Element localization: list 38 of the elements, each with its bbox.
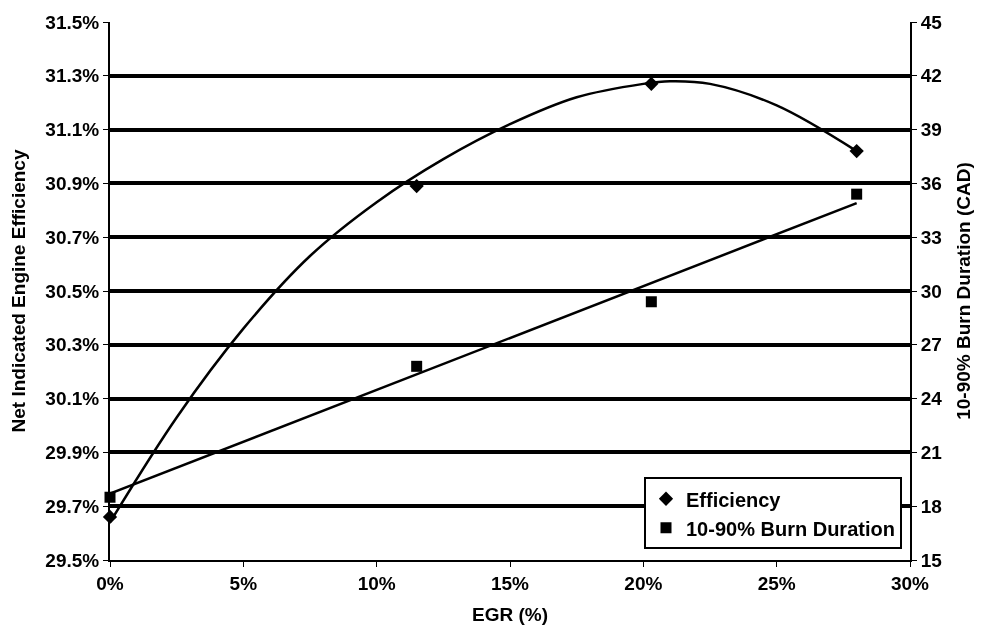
y-tick-label: 30.9% bbox=[45, 173, 100, 195]
x-tick-label: 15% bbox=[490, 572, 530, 594]
y2-tick-label: 27 bbox=[920, 334, 942, 356]
x-tick-label: 30% bbox=[890, 572, 930, 594]
legend-label: Efficiency bbox=[686, 488, 782, 511]
point bbox=[851, 188, 863, 200]
y-tick-label: 30.1% bbox=[45, 388, 100, 410]
y2-tick-label: 45 bbox=[920, 11, 943, 33]
point bbox=[645, 296, 657, 308]
y2-tick-label: 18 bbox=[920, 495, 942, 517]
y-tick-label: 31.1% bbox=[45, 119, 100, 141]
y2-tick-label: 39 bbox=[920, 119, 942, 141]
y-tick-label: 31.5% bbox=[45, 11, 100, 33]
y2-tick-label: 24 bbox=[920, 388, 943, 410]
y-tick-label: 30.3% bbox=[45, 334, 100, 356]
y2-axis-title: 10-90% Burn Duration (CAD) bbox=[952, 162, 974, 420]
y-tick-label: 29.5% bbox=[45, 549, 100, 571]
x-tick-label: 0% bbox=[96, 572, 124, 594]
y2-tick-label: 15 bbox=[920, 549, 943, 571]
point bbox=[409, 178, 424, 194]
y-tick-label: 31.3% bbox=[45, 65, 100, 87]
point bbox=[411, 360, 423, 372]
y2-tick-label: 36 bbox=[920, 173, 942, 195]
y-tick-label: 29.7% bbox=[45, 495, 100, 517]
x-tick-label: 10% bbox=[357, 572, 396, 594]
y-tick-label: 30.7% bbox=[45, 226, 100, 248]
x-tick-label: 20% bbox=[624, 572, 663, 594]
y-tick-label: 29.9% bbox=[45, 442, 100, 464]
y2-tick-label: 21 bbox=[920, 442, 943, 464]
y-axis-title: Net Indicated Engine Efficiency bbox=[7, 149, 29, 433]
y2-tick-label: 42 bbox=[920, 65, 942, 87]
x-tick-label: 5% bbox=[229, 572, 258, 594]
y2-tick-label: 33 bbox=[920, 226, 942, 248]
y-tick-label: 30.5% bbox=[45, 280, 100, 302]
y2-tick-label: 30 bbox=[920, 280, 942, 302]
legend-label: 10-90% Burn Duration bbox=[686, 517, 895, 540]
x-tick-label: 25% bbox=[757, 572, 796, 594]
x-axis-title: EGR (%) bbox=[472, 604, 548, 626]
